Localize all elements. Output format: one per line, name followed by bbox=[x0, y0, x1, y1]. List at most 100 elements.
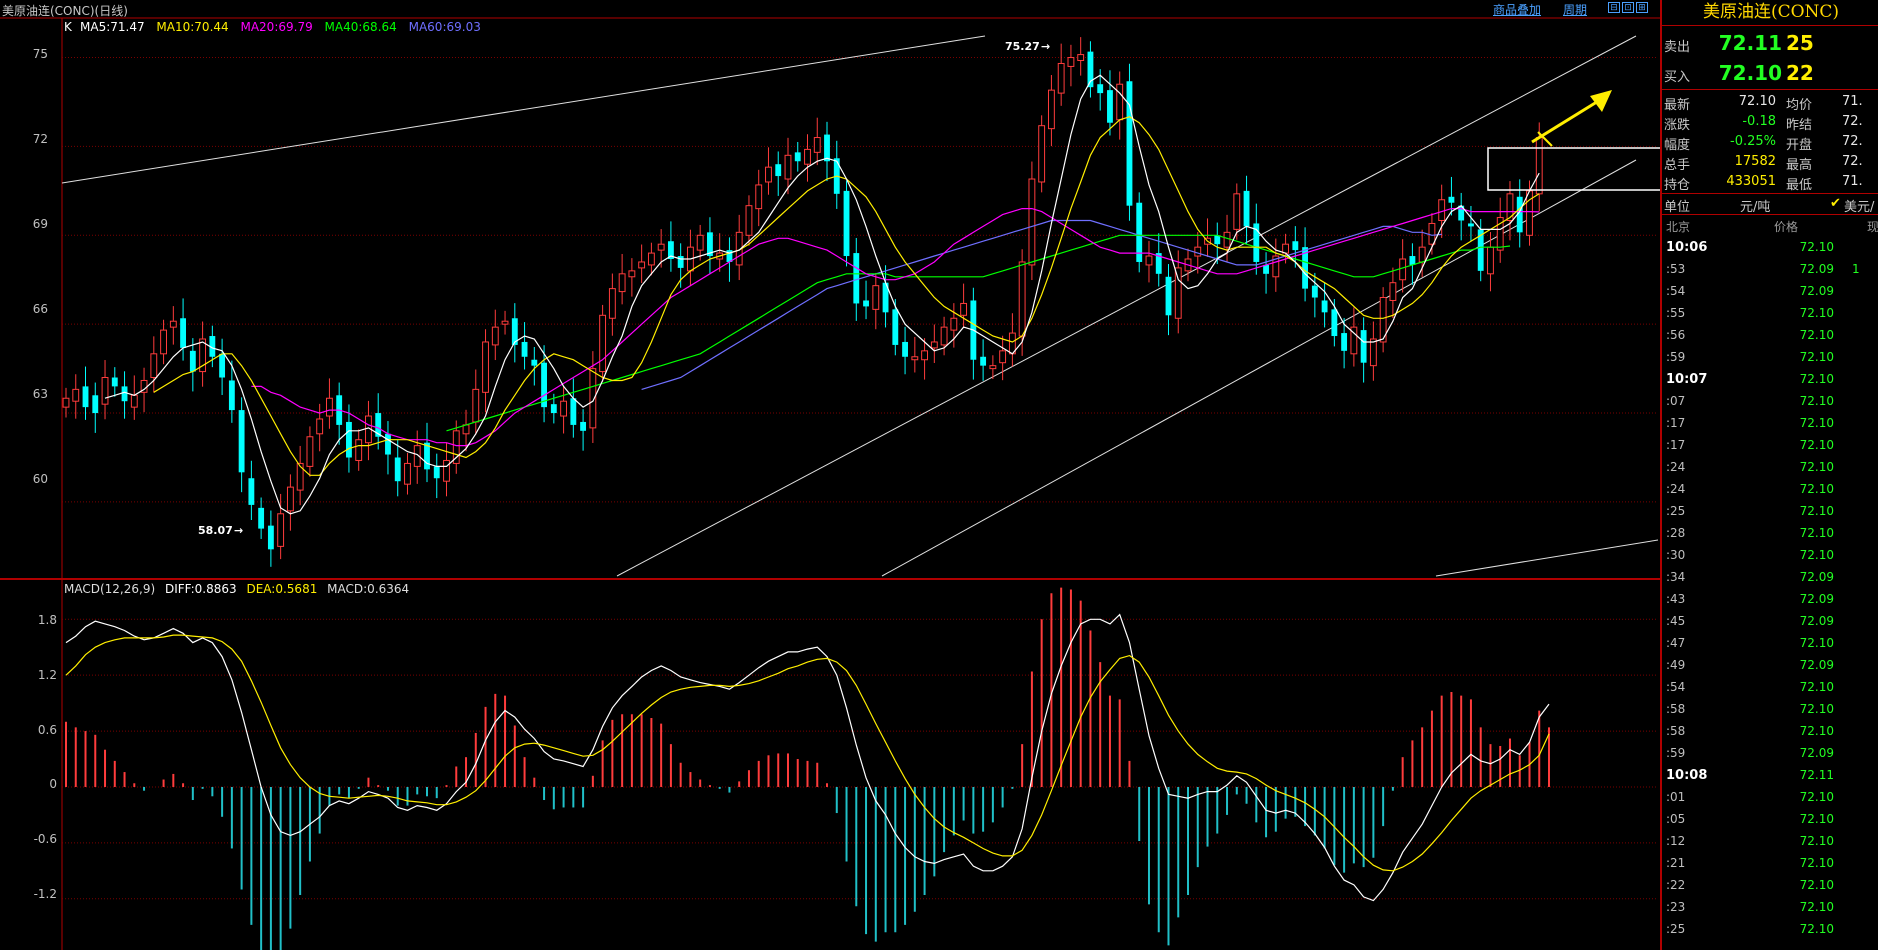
candle-body-up bbox=[150, 353, 158, 379]
candle-body-down bbox=[677, 256, 684, 268]
candle-body-down bbox=[1341, 333, 1348, 351]
candle-body-up bbox=[296, 462, 304, 491]
tick-time: :07 bbox=[1666, 394, 1686, 408]
divider bbox=[1662, 214, 1878, 215]
macd-label: MACD(12,26,9) bbox=[64, 582, 156, 596]
candle-body-down bbox=[726, 250, 733, 262]
tick-price: 72.10 bbox=[1799, 438, 1834, 452]
candle-body-up bbox=[647, 252, 655, 266]
candle-body-down bbox=[824, 134, 830, 162]
candle-body-up bbox=[501, 320, 509, 325]
candle-body-up bbox=[326, 397, 333, 417]
candle-body-down bbox=[1448, 196, 1455, 203]
macd-legend: MACD(12,26,9) DIFF:0.8863 DEA:0.5681 MAC… bbox=[64, 582, 415, 596]
candle-body-up bbox=[1428, 222, 1436, 245]
moving-average-lines bbox=[104, 74, 1540, 515]
stat-value: 72. bbox=[1842, 134, 1863, 149]
macd-diff-line bbox=[65, 613, 1550, 902]
divider bbox=[1662, 89, 1878, 90]
candle-body-down bbox=[180, 318, 187, 348]
channel-upper-line bbox=[616, 35, 1637, 577]
candle-body-up bbox=[765, 166, 772, 183]
candle-body-up bbox=[999, 350, 1007, 364]
check-icon[interactable]: ✔ bbox=[1830, 196, 1841, 211]
candle-body-up bbox=[277, 513, 285, 547]
candle-body-up bbox=[745, 205, 753, 236]
candle-body-down bbox=[1292, 241, 1299, 251]
candle-body-down bbox=[1516, 196, 1523, 233]
candle-body-up bbox=[930, 341, 938, 349]
currency-toggle[interactable]: 美元/ bbox=[1844, 200, 1875, 215]
tick-price: 72.11 bbox=[1799, 768, 1834, 782]
chart-title: 美原油连(CONC)(日线) bbox=[2, 4, 128, 18]
candle-body-up bbox=[169, 320, 177, 328]
price-tick-66: 66 bbox=[32, 302, 48, 316]
candle-body-up bbox=[1418, 246, 1426, 263]
commodity-overlay-link[interactable]: 商品叠加 bbox=[1493, 3, 1542, 17]
candle-body-up bbox=[1047, 89, 1055, 130]
candle-body-up bbox=[618, 273, 626, 293]
macd-tick-1-8: 1.8 bbox=[37, 613, 57, 627]
tick-time: :59 bbox=[1666, 746, 1686, 760]
candle-body-up bbox=[1233, 193, 1241, 230]
candle-body-down bbox=[541, 362, 547, 408]
buy-price: 72.10 bbox=[1718, 61, 1782, 85]
candle-body-down bbox=[258, 507, 265, 529]
window-maximize-icon[interactable]: ⊞ bbox=[1636, 2, 1648, 13]
window-split-icon[interactable]: ⊡ bbox=[1622, 2, 1634, 13]
tick-price: 72.10 bbox=[1799, 372, 1834, 386]
candle-body-up bbox=[306, 436, 314, 467]
ma-legend: MA5:71.47 MA10:70.44 MA20:69.79 MA40:68.… bbox=[80, 20, 489, 34]
price-chart[interactable] bbox=[0, 0, 1660, 950]
candle-body-up bbox=[1389, 282, 1397, 301]
highlight-box bbox=[1487, 147, 1660, 191]
candlesticks bbox=[62, 37, 1543, 567]
high-price-annotation: 75.27 bbox=[1005, 40, 1040, 53]
stat-label: 最高 bbox=[1786, 158, 1813, 173]
high-arrow-icon: → bbox=[1041, 40, 1051, 53]
period-link[interactable]: 周期 bbox=[1563, 3, 1588, 17]
ma60-line bbox=[641, 219, 1442, 390]
candle-body-up bbox=[1194, 246, 1202, 257]
sell-volume: 25 bbox=[1786, 31, 1814, 55]
price-tick-63: 63 bbox=[32, 387, 48, 401]
candle-body-up bbox=[443, 459, 450, 482]
candle-body-down bbox=[1253, 223, 1260, 262]
tick-price: 72.10 bbox=[1799, 416, 1834, 430]
macd-tick-neg-0-6: -0.6 bbox=[33, 832, 57, 846]
candle-body-up bbox=[452, 430, 460, 464]
candle-body-up bbox=[989, 365, 997, 370]
tick-price: 72.09 bbox=[1799, 284, 1834, 298]
candle-body-down bbox=[82, 386, 89, 408]
candle-body-up bbox=[1399, 258, 1407, 281]
tick-price: 72.10 bbox=[1799, 240, 1834, 254]
candle-body-up bbox=[1379, 297, 1387, 343]
candle-body-down bbox=[385, 433, 391, 455]
stat-label: 昨结 bbox=[1786, 118, 1813, 133]
candle-body-down bbox=[882, 282, 889, 313]
tick-price: 72.10 bbox=[1799, 856, 1834, 870]
candle-body-up bbox=[1282, 243, 1289, 254]
macd-diff-value: DIFF:0.8863 bbox=[164, 582, 237, 596]
stat-value: 72.10 bbox=[1738, 94, 1776, 109]
stat-label: 总手 bbox=[1664, 158, 1691, 173]
window-restore-icon[interactable]: ⊟ bbox=[1608, 2, 1620, 13]
candle-body-up bbox=[1526, 190, 1533, 236]
candle-body-up bbox=[1067, 57, 1075, 67]
candle-body-up bbox=[560, 400, 568, 417]
candle-body-down bbox=[267, 525, 274, 550]
upper-trendline bbox=[61, 35, 986, 184]
tick-time: 10:08 bbox=[1666, 768, 1708, 783]
tick-time: :47 bbox=[1666, 636, 1686, 650]
col-price-header: 价格 bbox=[1774, 220, 1799, 234]
candle-body-up bbox=[1116, 83, 1124, 121]
candle-body-up bbox=[1350, 326, 1358, 355]
stat-value: 71. bbox=[1842, 94, 1863, 109]
tick-price: 72.09 bbox=[1799, 658, 1834, 672]
trend-channel-lines bbox=[61, 35, 1659, 577]
candle-body-down bbox=[189, 350, 196, 372]
candle-body-up bbox=[404, 462, 411, 485]
candle-body-down bbox=[1165, 276, 1172, 316]
stat-label: 最新 bbox=[1664, 98, 1691, 113]
candle-body-up bbox=[608, 288, 616, 319]
